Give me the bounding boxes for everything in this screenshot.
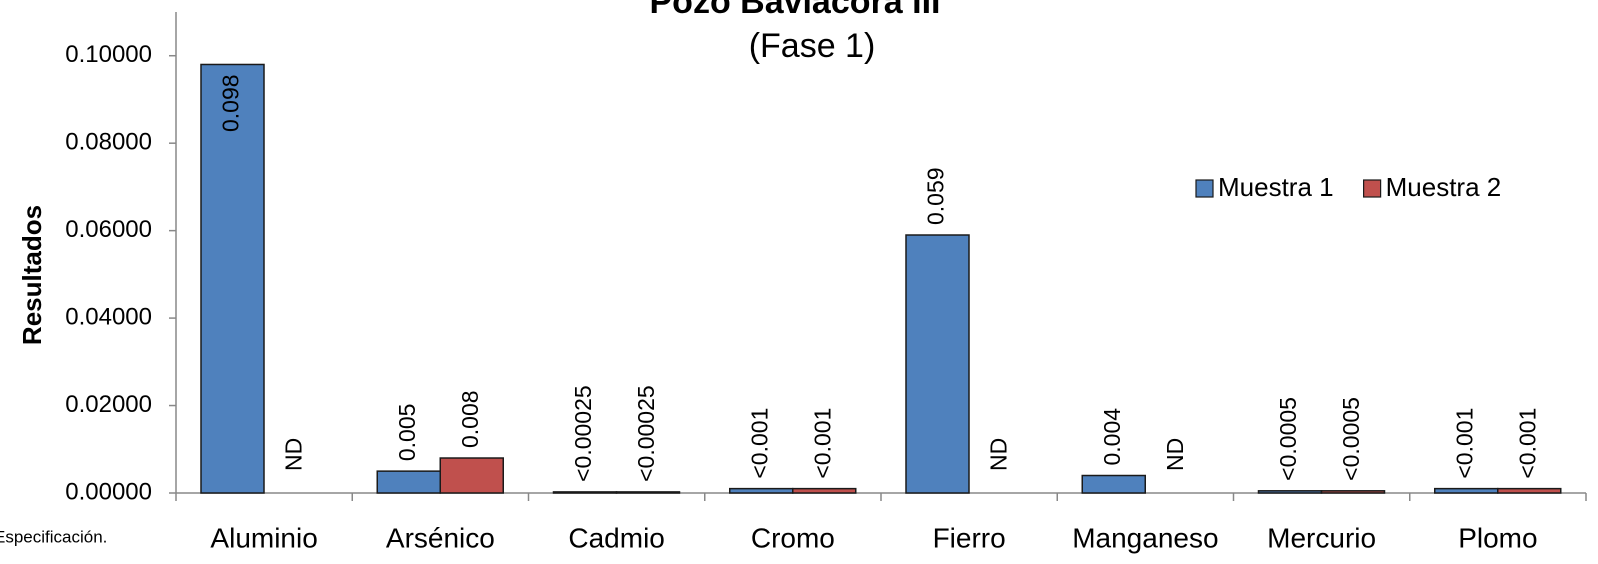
value-label: <0.00025: [570, 385, 596, 482]
y-tick-label: 0.06000: [65, 216, 152, 243]
chart-title: Pozo Baviácora III: [650, 0, 941, 21]
x-tick-label: Arsénico: [386, 522, 495, 553]
annotation: Especificación.: [0, 527, 107, 546]
y-tick-label: 0.00000: [65, 478, 152, 505]
bar: [1081, 474, 1146, 494]
legend-swatch: [1363, 179, 1382, 198]
bar: [1257, 490, 1323, 494]
chart-subtitle: (Fase 1): [749, 27, 876, 65]
y-tick-label: 0.04000: [65, 303, 152, 330]
y-tick-label: 0.10000: [65, 41, 152, 68]
bar: [439, 457, 504, 494]
value-label: 0.098: [218, 74, 244, 132]
value-label: 0.005: [394, 404, 420, 462]
legend-label: Muestra 1: [1218, 172, 1334, 202]
bar: [1434, 487, 1499, 494]
value-label: <0.001: [1514, 408, 1540, 479]
x-tick-label: Manganeso: [1072, 522, 1218, 553]
bar: [729, 487, 794, 494]
value-label: <0.001: [746, 408, 772, 479]
bar: [200, 63, 265, 494]
value-label: <0.001: [809, 408, 835, 479]
x-tick-label: Cromo: [751, 522, 835, 553]
x-tick-label: Aluminio: [210, 522, 317, 553]
value-label: 0.008: [457, 390, 483, 448]
y-axis-label: Resultados: [17, 205, 47, 345]
value-label: ND: [281, 438, 307, 471]
bar: [1320, 490, 1386, 494]
value-label: 0.059: [923, 167, 949, 225]
x-tick-label: Plomo: [1458, 522, 1537, 553]
value-label: <0.00025: [633, 385, 659, 482]
legend-label: Muestra 2: [1386, 172, 1502, 202]
value-label: ND: [986, 438, 1012, 471]
bar: [376, 470, 441, 494]
y-tick-label: 0.08000: [65, 129, 152, 156]
legend-swatch: [1195, 179, 1214, 198]
x-tick-label: Cadmio: [568, 522, 664, 553]
value-label: <0.0005: [1275, 397, 1301, 481]
value-label: <0.001: [1451, 408, 1477, 479]
value-label: ND: [1162, 438, 1188, 471]
value-label: 0.004: [1099, 408, 1125, 466]
x-tick-label: Mercurio: [1267, 522, 1376, 553]
bar: [1497, 487, 1562, 494]
y-tick-label: 0.02000: [65, 391, 152, 418]
bar: [552, 491, 618, 494]
x-tick-label: Fierro: [933, 522, 1006, 553]
bar: [792, 487, 857, 494]
bar: [615, 491, 681, 494]
value-label: <0.0005: [1338, 397, 1364, 481]
bar: [905, 234, 970, 494]
